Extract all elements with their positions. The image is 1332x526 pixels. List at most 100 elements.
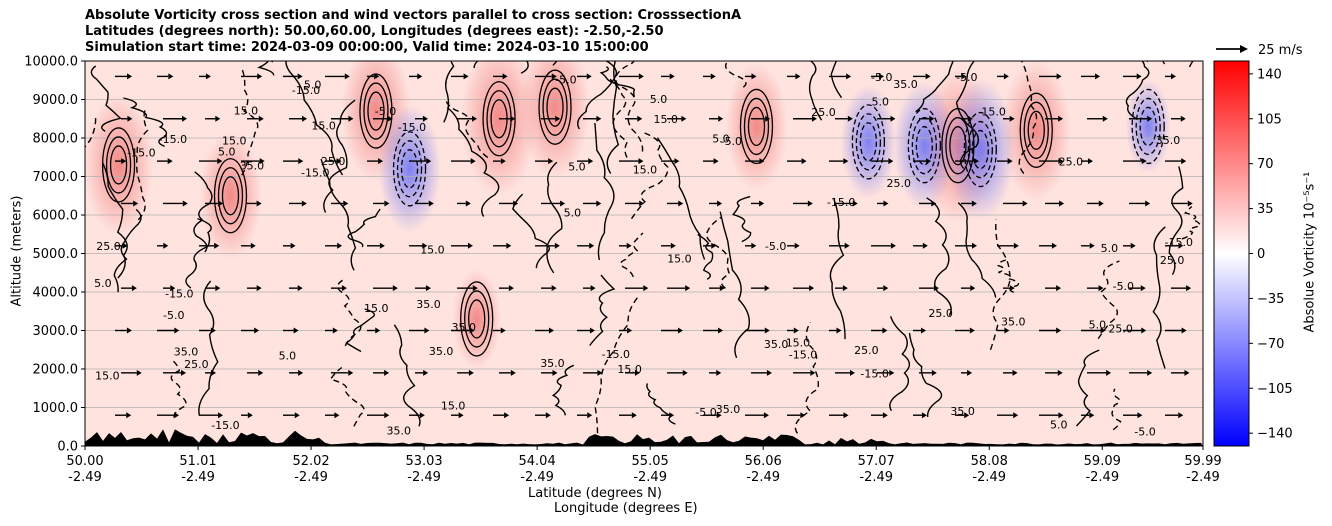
wind-vector-head [643, 285, 649, 292]
wind-vector-head [847, 115, 853, 122]
wind-vector-head [1141, 327, 1147, 334]
wind-vector-head [290, 242, 296, 249]
contour-ring [213, 158, 248, 234]
colorbar-tick-label: −140 [1257, 427, 1293, 442]
wind-vector-head [1058, 115, 1064, 122]
wind-vector-head [337, 242, 343, 249]
contour-ring [464, 290, 490, 348]
contour-ring [851, 104, 886, 180]
wind-vector-head [181, 369, 187, 376]
contour-label: 15.0 [222, 134, 247, 147]
wind-vector-head [763, 412, 769, 419]
contour-line [997, 258, 1020, 293]
wind-vector-head [716, 369, 722, 376]
wind-vector-head [425, 285, 431, 292]
contour-line [241, 68, 259, 176]
wind-vector-head [422, 242, 428, 249]
contour-ring [217, 167, 244, 225]
wind-vector-head [931, 200, 937, 207]
wind-vector-head [182, 200, 188, 207]
wind-vector-head [681, 115, 687, 122]
contour-label: 35.0 [1001, 316, 1026, 329]
wind-vector-head [1130, 242, 1136, 249]
negative-vorticity-blob [840, 84, 896, 199]
wind-vector-head [807, 200, 813, 207]
wind-vector-head [889, 369, 895, 376]
x-tick-label-lon: -2.49 [407, 470, 441, 485]
wind-vector-head [718, 327, 724, 334]
wind-vector-head [764, 327, 770, 334]
chart-title-line-1: Absolute Vorticity cross section and win… [85, 8, 742, 23]
contour-ring [105, 136, 132, 194]
wind-vector-head [597, 369, 603, 376]
wind-vector-head [852, 200, 858, 207]
wind-vector-head [1145, 200, 1151, 207]
wind-vector-head [560, 200, 566, 207]
wind-vector-head [844, 242, 850, 249]
contour-label: 15.0 [95, 369, 120, 382]
wind-vector-head [1089, 412, 1095, 419]
contour-label: 35.0 [452, 321, 477, 334]
contour-ring [941, 108, 975, 184]
contour-label: -15.0 [165, 288, 193, 301]
contour-line [329, 366, 365, 427]
wind-vector-head [257, 73, 263, 80]
colorbar-tick-label: 35 [1257, 202, 1274, 217]
wind-vector-head [882, 327, 888, 334]
wind-vector-head [631, 412, 637, 419]
wind-vector-head [131, 285, 137, 292]
contour-line [257, 61, 275, 76]
contour-label: 5.0 [279, 350, 297, 363]
contour-ring [859, 122, 878, 162]
wind-vector-head [890, 115, 896, 122]
wind-vector-head [375, 327, 381, 334]
contour-line [1188, 61, 1194, 68]
wind-vector-head [843, 412, 849, 419]
contour-label: 15.0 [617, 363, 642, 376]
wind-vector-head [472, 115, 478, 122]
contour-ring [743, 97, 770, 156]
wind-vector-head [882, 412, 888, 419]
wind-vector-head [883, 285, 889, 292]
wind-vector-head [759, 158, 765, 165]
wind-vector-head [849, 369, 855, 376]
contour-ring [911, 117, 937, 175]
wind-vector-head [1098, 285, 1104, 292]
contour-label: -15.0 [827, 196, 855, 209]
wind-vector-head [423, 369, 429, 376]
wind-vector-head [1056, 73, 1062, 80]
wind-vector-head [168, 73, 174, 80]
contour-line [926, 197, 952, 316]
contour-line [599, 66, 636, 98]
wind-vector-head [126, 327, 132, 334]
wind-vector-head [378, 158, 384, 165]
wind-vector-head [1058, 158, 1064, 165]
wind-vector-head [211, 369, 217, 376]
contour-ring [855, 113, 882, 171]
contour-line [1181, 205, 1201, 240]
wind-vector-head [1100, 327, 1106, 334]
wind-vector-head [374, 73, 380, 80]
wind-vector-head [1102, 115, 1108, 122]
wind-vector-head [587, 412, 593, 419]
contour-label: -15.0 [127, 147, 155, 160]
y-axis-label: Altitude (meters) [9, 195, 25, 307]
negative-vorticity-blob [893, 81, 956, 210]
x-tick-label-lon: -2.49 [972, 470, 1006, 485]
contour-line [337, 278, 362, 347]
contour-line [808, 61, 823, 121]
contour-line [85, 117, 97, 235]
wind-vector-head [883, 200, 889, 207]
wind-vector-head [551, 285, 557, 292]
plot-area: 15.0-15.015.0-5.0-15.015.0-15.035.025.05… [85, 61, 1203, 446]
positive-vorticity-blob [199, 131, 262, 260]
y-tick-label: 9000.0 [33, 93, 79, 108]
wind-vector-head [589, 242, 595, 249]
colorbar-tick-label: −35 [1257, 292, 1284, 307]
wind-vector-head [1098, 200, 1104, 207]
wind-vector-head [1051, 242, 1057, 249]
wind-vector-head [811, 115, 817, 122]
colorbar-gradient [1213, 60, 1250, 447]
wind-vector-head [964, 412, 970, 419]
contour-label: 35.0 [416, 298, 441, 311]
